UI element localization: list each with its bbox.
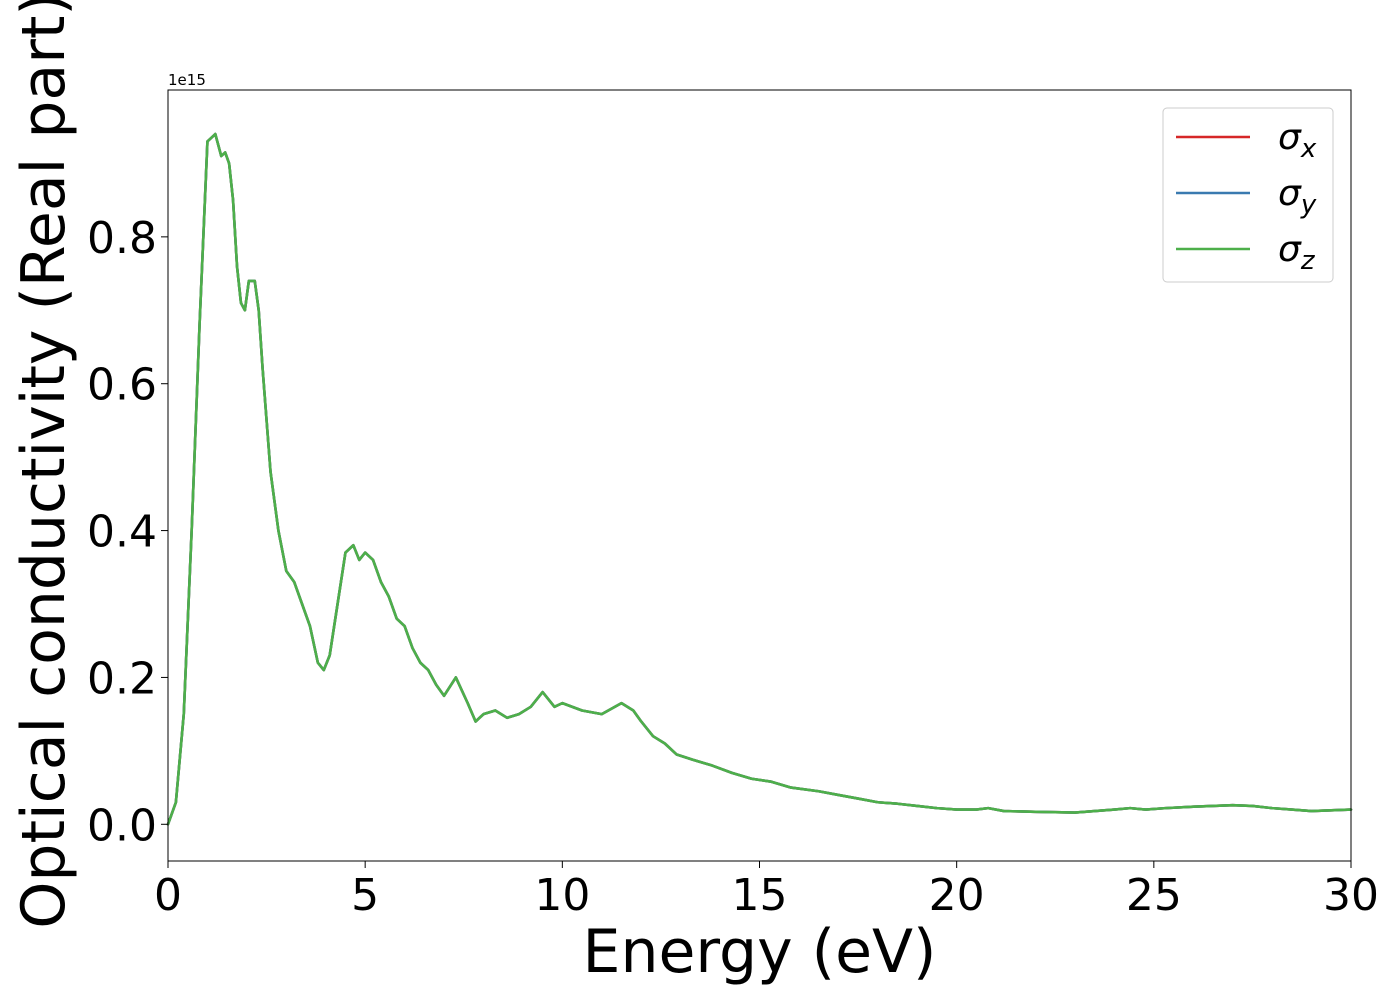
x-tick-label: 20 [929, 870, 985, 921]
y-offset-text: 1e15 [168, 71, 206, 89]
legend-box [1162, 107, 1334, 283]
x-tick-label: 25 [1126, 870, 1182, 921]
legend-label-z: σz [1278, 229, 1316, 276]
x-axis: 0 5 10 15 20 25 30 [154, 861, 1379, 921]
y-tick-label: 0.0 [87, 800, 157, 851]
x-axis-title: Energy (eV) [583, 917, 937, 987]
series-line-z [166, 132, 1353, 826]
legend-label-x: σx [1278, 117, 1317, 164]
y-axis-title: Optical conductivity (Real part) [9, 0, 79, 929]
x-tick-label: 10 [534, 870, 590, 921]
y-tick-label: 0.2 [87, 653, 157, 704]
x-tick-label: 5 [351, 870, 379, 921]
y-tick-label: 0.4 [87, 507, 157, 558]
legend: σx σy σz [1162, 107, 1334, 283]
x-tick-label: 0 [154, 870, 182, 921]
x-tick-label: 15 [732, 870, 788, 921]
y-axis: 0.0 0.2 0.4 0.6 0.8 [87, 213, 168, 851]
legend-label-y: σy [1278, 173, 1317, 220]
y-tick-label: 0.6 [87, 360, 157, 411]
y-tick-label: 0.8 [87, 213, 157, 264]
plot-area [166, 132, 1353, 826]
x-tick-label: 30 [1323, 870, 1379, 921]
